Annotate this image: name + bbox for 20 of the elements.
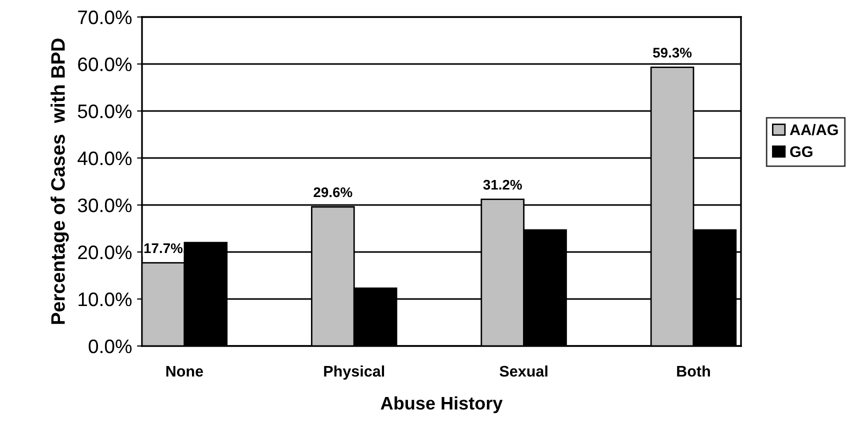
y-axis-title: Percentage of Cases with BPD (50, 38, 69, 324)
data-label: 59.3% (653, 48, 692, 58)
y-tick-label: 50.0% (78, 104, 132, 118)
x-tick-label: None (166, 366, 203, 377)
y-tick-label: 0.0% (88, 339, 132, 354)
y-tick-label: 70.0% (78, 10, 132, 24)
legend-label: AA/AG (790, 124, 838, 136)
x-tick-label: Both (677, 365, 710, 377)
data-label: 29.6% (314, 187, 352, 198)
y-tick-label: 40.0% (78, 151, 132, 166)
y-tick-label: 20.0% (78, 245, 132, 260)
x-tick-label: Physical (324, 365, 384, 380)
y-tick-label: 10.0% (78, 292, 132, 306)
x-tick-label: Sexual (500, 365, 548, 377)
data-label: 31.2% (483, 180, 522, 190)
legend-label: GG (790, 146, 812, 158)
y-tick-label: 60.0% (78, 57, 132, 72)
x-axis-title: Abuse History (380, 396, 503, 414)
data-label: 17.7% (144, 243, 183, 254)
y-tick-label: 30.0% (78, 198, 132, 212)
